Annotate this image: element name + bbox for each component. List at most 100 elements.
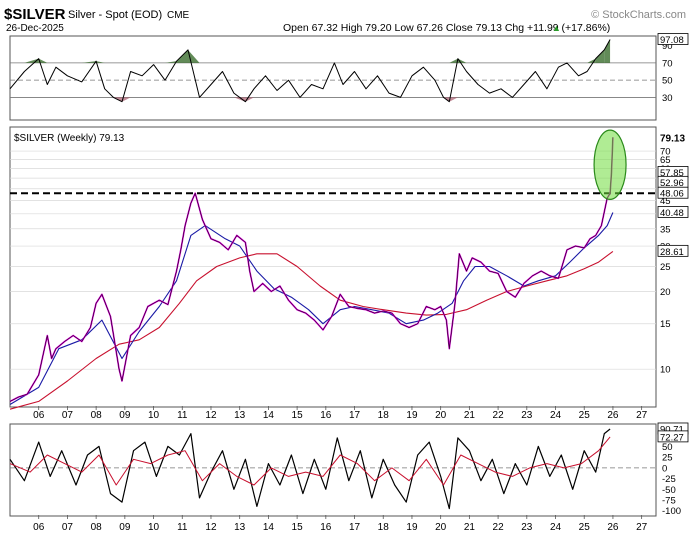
- stoch-x-tick-label-11: 11: [177, 522, 188, 533]
- stoch-last-value-label-1: 72.27: [660, 432, 684, 443]
- price-value-label-2: 52.96: [660, 178, 684, 189]
- stoch-x-tick-label-08: 08: [91, 522, 103, 533]
- symbol-title: $SILVER: [4, 6, 66, 23]
- price-x-tick-label-23: 23: [521, 410, 533, 421]
- stoch-x-tick-label-06: 06: [33, 522, 45, 533]
- price-tick-label-45: 45: [660, 196, 671, 207]
- price-value-label-4: 40.48: [660, 208, 684, 219]
- price-x-tick-label-09: 09: [119, 410, 131, 421]
- stoch-last-value-label-0: 90.71: [660, 424, 684, 435]
- price-x-tick-label-26: 26: [607, 410, 619, 421]
- rsi-oversold-fill: [449, 97, 458, 102]
- stochastic-panel: -100-75-50-25025507590.7172.270607080910…: [9, 422, 689, 533]
- price-x-tick-label-08: 08: [91, 410, 103, 421]
- rsi-last-value-label-box: [657, 33, 689, 45]
- rsi-last-value-label: 97.08: [660, 35, 684, 46]
- price-series-price: [9, 137, 614, 403]
- rsi-overbought-fill: [449, 58, 458, 63]
- price-value-label-4-box: [657, 206, 689, 218]
- stoch-x-tick-label-13: 13: [234, 522, 246, 533]
- rsi-line: [9, 39, 611, 103]
- price-tick-label-35: 35: [660, 224, 671, 235]
- price-tick-label-10: 10: [660, 365, 671, 376]
- stoch-tick-label--75: -75: [662, 496, 676, 507]
- breakout-highlight: [593, 129, 627, 200]
- price-x-tick-label-27: 27: [636, 410, 648, 421]
- rsi-overbought-fill: [81, 61, 97, 63]
- up-arrow-icon: ▲: [552, 23, 561, 33]
- rsi-overbought-fill: [165, 61, 177, 63]
- rsi-overbought-fill: [38, 58, 48, 63]
- rsi-tick-label-50: 50: [662, 76, 673, 87]
- stoch-last-value-label-1-box: [657, 430, 689, 443]
- price-x-tick-label-21: 21: [464, 410, 476, 421]
- price-tick-label-70: 70: [660, 147, 671, 158]
- price-value-label-0: 79.13: [660, 133, 685, 144]
- stoch-tick-label--100: -100: [662, 506, 681, 517]
- rsi-panel-frame: [9, 35, 657, 121]
- ohlc-summary: Open 67.32 High 79.20 Low 67.26 Close 79…: [283, 22, 610, 34]
- stoch-tick-label--25: -25: [662, 474, 676, 485]
- rsi-overbought-fill: [188, 49, 200, 63]
- rsi-overbought-fill: [96, 61, 105, 63]
- stoch-tick-label-50: 50: [662, 442, 673, 453]
- price-value-label-5: 28.61: [660, 247, 684, 258]
- stoch-x-tick-label-14: 14: [263, 522, 275, 533]
- price-x-tick-label-22: 22: [493, 410, 505, 421]
- price-x-tick-label-16: 16: [320, 410, 332, 421]
- price-tick-label-25: 25: [660, 262, 671, 273]
- stoch-x-tick-label-21: 21: [464, 522, 476, 533]
- rsi-oversold-fill: [121, 97, 131, 102]
- price-x-tick-label-06: 06: [33, 410, 45, 421]
- price-x-tick-label-11: 11: [177, 410, 188, 421]
- price-x-tick-label-20: 20: [435, 410, 447, 421]
- price-value-label-1: 57.85: [660, 168, 684, 179]
- price-x-tick-label-10: 10: [148, 410, 160, 421]
- stoch-tick-label-25: 25: [662, 453, 673, 464]
- stoch-x-tick-label-24: 24: [550, 522, 562, 533]
- stoch-x-tick-label-10: 10: [148, 522, 160, 533]
- stochastic-panel-frame: [9, 423, 657, 517]
- stoch-x-tick-label-25: 25: [579, 522, 591, 533]
- instrument-name: Silver - Spot (EOD): [68, 9, 162, 21]
- price-x-tick-label-17: 17: [349, 410, 361, 421]
- stoch-x-tick-label-26: 26: [607, 522, 619, 533]
- stoch-series-macd_signal: [9, 436, 611, 486]
- stoch-x-tick-label-12: 12: [205, 522, 217, 533]
- price-panel-frame: [9, 126, 657, 408]
- rsi-tick-label-90: 90: [662, 41, 673, 52]
- stoch-x-tick-label-22: 22: [493, 522, 505, 533]
- stoch-x-tick-label-07: 07: [62, 522, 74, 533]
- stoch-series-macd_fast: [9, 428, 611, 510]
- stoch-x-tick-label-20: 20: [435, 522, 447, 533]
- price-x-tick-label-13: 13: [234, 410, 246, 421]
- stoch-tick-label-0: 0: [662, 463, 667, 474]
- stoch-x-tick-label-19: 19: [406, 522, 418, 533]
- stoch-x-tick-label-17: 17: [349, 522, 361, 533]
- price-x-tick-label-07: 07: [62, 410, 74, 421]
- price-x-tick-label-12: 12: [205, 410, 217, 421]
- price-x-tick-label-15: 15: [292, 410, 304, 421]
- price-tick-label-15: 15: [660, 319, 671, 330]
- price-tick-label-20: 20: [660, 287, 671, 298]
- stoch-x-tick-label-27: 27: [636, 522, 648, 533]
- price-series-long_ma: [9, 250, 614, 410]
- rsi-overbought-fill: [604, 39, 611, 63]
- price-panel-title: $SILVER (Weekly) 79.13: [14, 133, 125, 144]
- price-series-bars: [9, 137, 614, 402]
- date-label: 26-Dec-2025: [6, 23, 64, 34]
- price-tick-label-65: 65: [660, 155, 671, 166]
- rsi-tick-label-70: 70: [662, 58, 673, 69]
- price-series-short_ma: [9, 212, 614, 405]
- price-x-tick-label-25: 25: [579, 410, 591, 421]
- price-panel: 1015202530354045505560657006070809101112…: [9, 129, 689, 421]
- stoch-x-tick-label-18: 18: [378, 522, 390, 533]
- price-x-tick-label-24: 24: [550, 410, 562, 421]
- stoch-x-tick-label-16: 16: [320, 522, 332, 533]
- exchange-label: CME: [167, 10, 190, 21]
- price-x-tick-label-14: 14: [263, 410, 275, 421]
- stoch-x-tick-label-23: 23: [521, 522, 533, 533]
- rsi-overbought-fill: [595, 49, 605, 63]
